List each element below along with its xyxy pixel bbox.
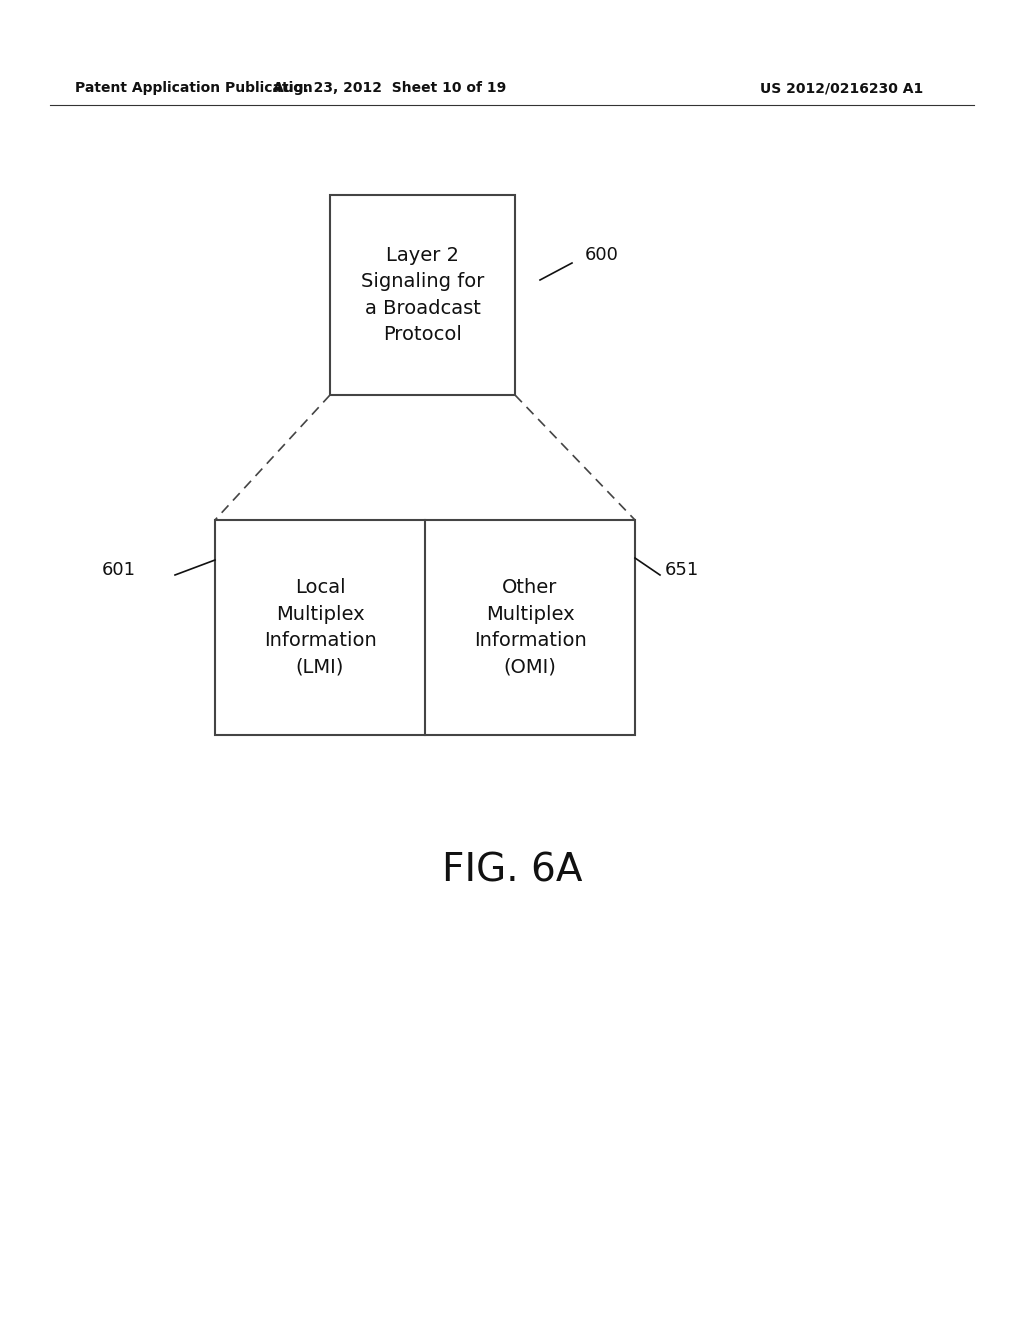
Text: Layer 2
Signaling for
a Broadcast
Protocol: Layer 2 Signaling for a Broadcast Protoc…: [360, 246, 484, 345]
Bar: [215, 520, 635, 735]
Text: Other
Multiplex
Information
(OMI): Other Multiplex Information (OMI): [474, 578, 587, 677]
Text: 600: 600: [585, 246, 618, 264]
Text: Local
Multiplex
Information
(LMI): Local Multiplex Information (LMI): [263, 578, 377, 677]
Text: 601: 601: [102, 561, 136, 579]
Text: 651: 651: [665, 561, 699, 579]
Bar: [330, 195, 515, 395]
Text: FIG. 6A: FIG. 6A: [441, 851, 583, 888]
Text: Patent Application Publication: Patent Application Publication: [75, 81, 312, 95]
Text: Aug. 23, 2012  Sheet 10 of 19: Aug. 23, 2012 Sheet 10 of 19: [273, 81, 507, 95]
Text: US 2012/0216230 A1: US 2012/0216230 A1: [760, 81, 924, 95]
